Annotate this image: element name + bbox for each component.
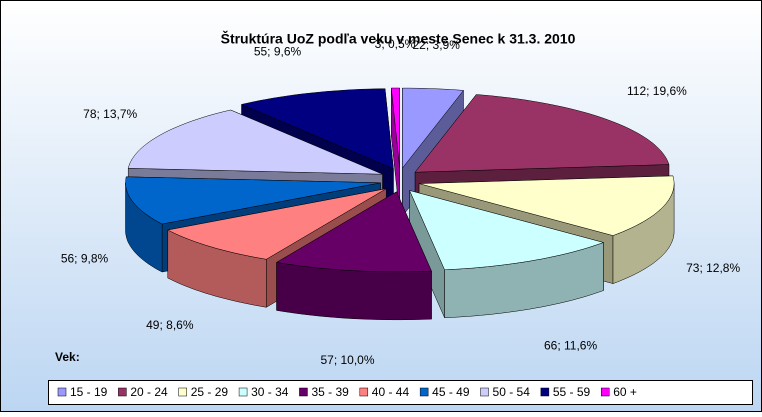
data-label: 22; 3,9% [413,38,461,52]
legend-label: 60 + [613,385,637,399]
legend-swatch [238,387,248,397]
legend-label: 55 - 59 [553,385,591,399]
legend-label: 20 - 24 [130,385,168,399]
slice-top [414,94,670,173]
data-label: 73; 12,8% [686,261,740,275]
legend-swatch [359,387,369,397]
slice-top [402,87,464,169]
legend-label: 45 - 49 [432,385,470,399]
legend-swatch [178,387,187,397]
legend-label: 35 - 39 [311,385,349,399]
legend-swatch [540,387,550,397]
pie-slice [275,191,432,321]
legend-label: 30 - 34 [251,385,289,399]
slice-top [409,190,605,271]
legend-swatch [600,387,610,397]
slice-top [127,109,383,175]
pie-slice [409,190,605,319]
slice-top [419,175,675,236]
legend-swatch [480,387,489,397]
data-label: 49; 8,6% [146,318,194,332]
legend-label: 50 - 54 [493,385,531,399]
legend-label: 15 - 19 [70,385,108,399]
legend-label: 25 - 29 [191,385,229,399]
legend-swatch [57,387,67,397]
legend-swatch [118,387,127,397]
data-label: 56; 9,8% [61,251,109,265]
slice-top [391,87,400,169]
data-label: 112; 19,6% [627,84,687,98]
slice-top [125,176,381,225]
legend-box [48,380,753,405]
legend-title: Vek: [55,350,80,364]
slice-top [275,191,432,273]
data-label: 78; 13,7% [83,107,137,121]
legend-label: 40 - 44 [372,385,410,399]
legend-swatch [299,387,308,397]
legend-swatch [419,387,429,397]
data-label: 66; 11,6% [544,339,597,353]
slice-top [167,188,387,260]
data-label: 55; 9,6% [254,45,302,59]
data-label: 3; 0,5% [375,37,416,51]
slice-top [240,88,394,170]
data-label: 57; 10,0% [320,353,374,367]
chart-title: Štruktúra UoZ podľa veku v meste Senec k… [221,30,576,47]
